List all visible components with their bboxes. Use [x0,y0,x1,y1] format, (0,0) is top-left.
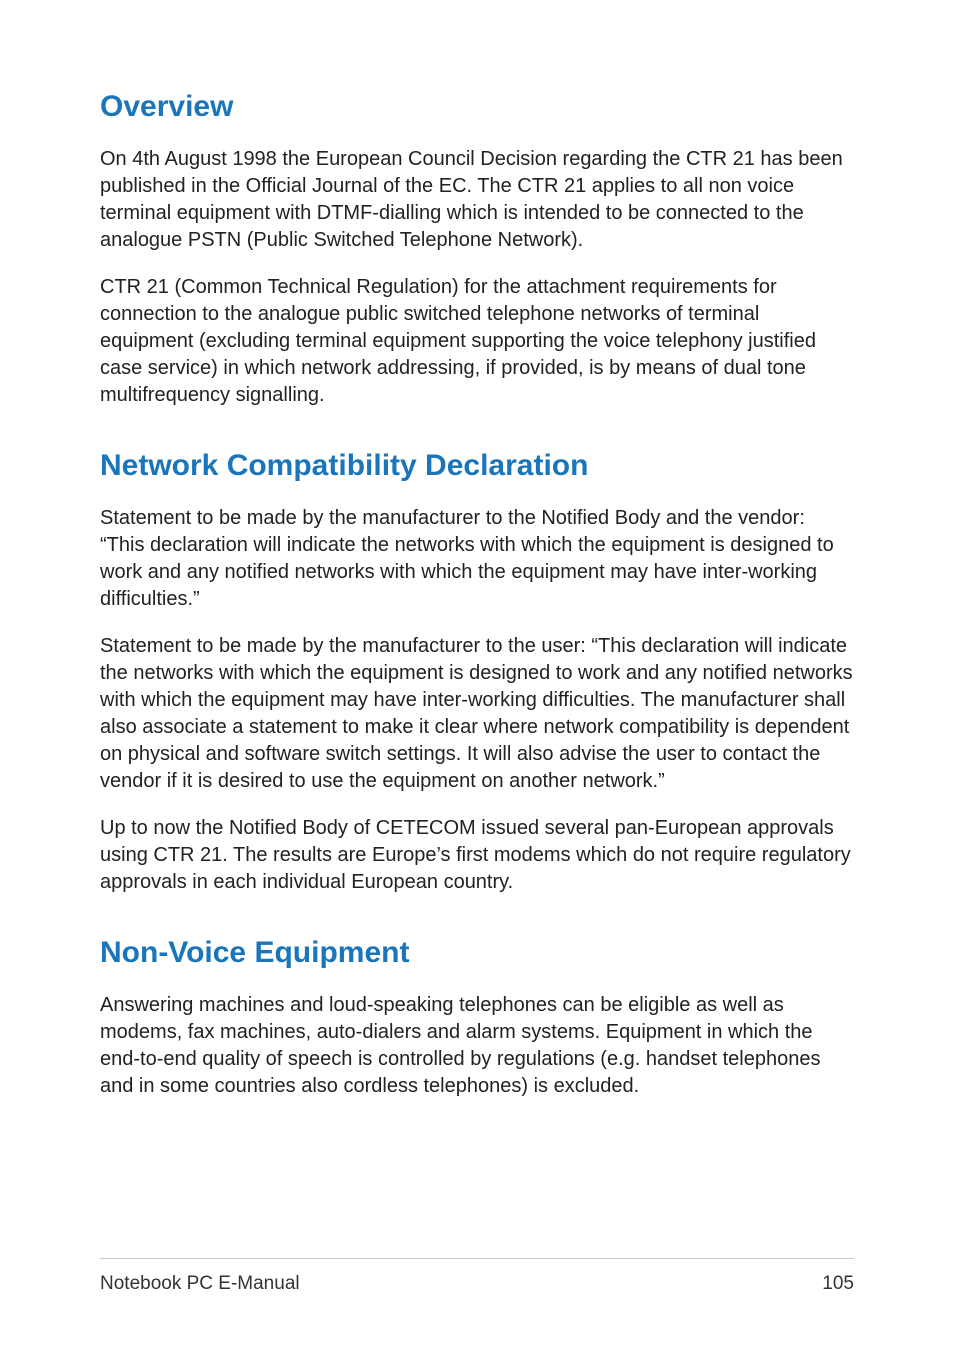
footer-label: Notebook PC E-Manual [100,1273,300,1295]
page-number: 105 [822,1273,854,1295]
page-footer: Notebook PC E-Manual 105 [100,1258,854,1295]
heading-network-compatibility: Network Compatibility Declaration [100,449,854,483]
paragraph: Statement to be made by the manufacturer… [100,505,854,613]
paragraph: Up to now the Notified Body of CETECOM i… [100,815,854,896]
page-container: Overview On 4th August 1998 the European… [0,0,954,1345]
content-area: Overview On 4th August 1998 the European… [100,90,854,1218]
paragraph: On 4th August 1998 the European Council … [100,146,854,254]
paragraph: CTR 21 (Common Technical Regulation) for… [100,274,854,409]
paragraph: Statement to be made by the manufacturer… [100,633,854,795]
heading-overview: Overview [100,90,854,124]
paragraph: Answering machines and loud-speaking tel… [100,992,854,1100]
heading-non-voice-equipment: Non-Voice Equipment [100,936,854,970]
